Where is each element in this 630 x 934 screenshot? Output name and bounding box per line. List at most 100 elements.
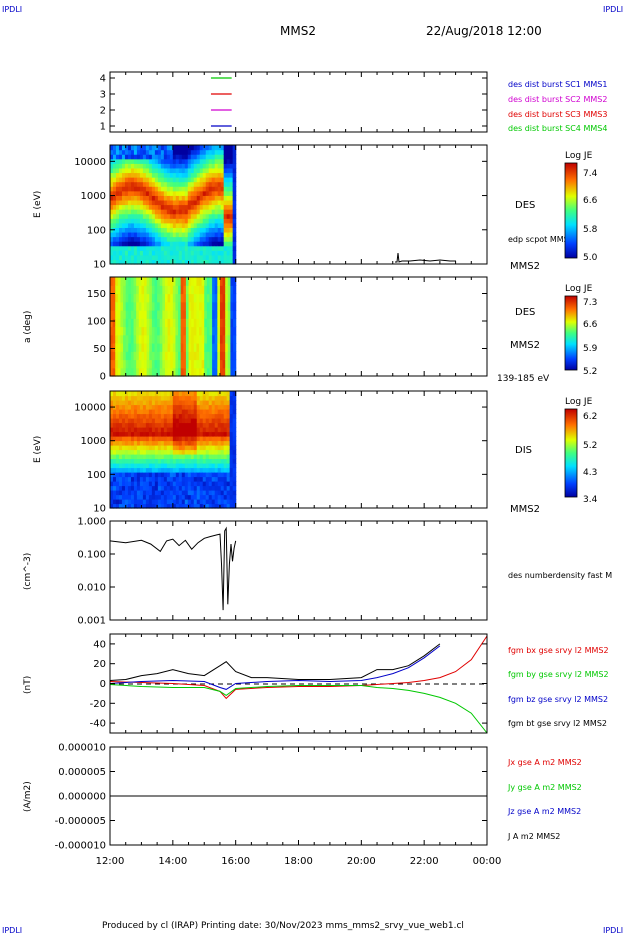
spectrogram-cell bbox=[229, 445, 234, 451]
spectrogram-cell bbox=[172, 413, 177, 419]
spectrogram-cell bbox=[124, 209, 129, 215]
spectrogram-cell bbox=[172, 485, 177, 491]
spectrogram-cell bbox=[121, 245, 126, 251]
spectrogram-cell bbox=[133, 241, 138, 247]
spectrogram-cell bbox=[127, 222, 132, 228]
spectrogram-cell bbox=[115, 395, 120, 401]
spectrogram-cell bbox=[148, 172, 153, 178]
spectrogram-cell bbox=[178, 190, 183, 196]
spectrogram-cell bbox=[172, 440, 177, 446]
spectrogram-cell bbox=[151, 195, 156, 201]
spectrogram-cell bbox=[127, 209, 132, 215]
spectrogram-cell bbox=[205, 177, 210, 183]
spectrogram-cell bbox=[217, 427, 222, 433]
spectrogram-cell bbox=[222, 334, 226, 344]
legend-density: des numberdensity fast M bbox=[508, 571, 612, 580]
spectrogram-cell bbox=[214, 277, 218, 286]
spectrogram-cell bbox=[226, 467, 231, 473]
spectrogram-cell bbox=[206, 301, 211, 311]
spectrogram-cell bbox=[142, 177, 147, 183]
spectrogram-cell bbox=[199, 436, 204, 442]
spectrogram-cell bbox=[212, 277, 216, 286]
spectrogram-cell bbox=[133, 367, 137, 377]
spectrogram-cell bbox=[127, 494, 132, 500]
colorbar-title: Log JE bbox=[565, 397, 593, 407]
spectrogram-cell bbox=[217, 227, 222, 233]
spectrogram-cell bbox=[208, 167, 213, 174]
spectrogram-cell bbox=[124, 259, 129, 265]
spectrogram-cell bbox=[169, 250, 174, 256]
spectrogram-cell bbox=[127, 154, 132, 160]
spectrogram-cell bbox=[130, 177, 135, 183]
y-tick-label: 10 bbox=[93, 504, 106, 515]
spectrogram-cell bbox=[163, 449, 168, 455]
spectrogram-cell bbox=[157, 449, 162, 455]
spectrogram-cell bbox=[127, 149, 132, 155]
spectrogram-cell bbox=[167, 285, 171, 295]
spectrogram-cell bbox=[121, 254, 126, 261]
spectrogram-cell bbox=[142, 427, 147, 433]
spectrogram-cell bbox=[110, 326, 114, 336]
spectrogram-cell bbox=[124, 245, 129, 251]
spectrogram-cell bbox=[127, 199, 132, 206]
spectrogram-cell bbox=[178, 195, 183, 201]
spectrogram-cell bbox=[205, 254, 210, 261]
spectrogram-cell bbox=[112, 351, 116, 361]
spectrogram-cell bbox=[110, 367, 114, 377]
spectrogram-cell bbox=[145, 190, 150, 196]
spectrogram-cell bbox=[217, 213, 222, 219]
spectrogram-cell bbox=[123, 318, 127, 328]
spectrogram-cell bbox=[115, 427, 120, 433]
spectrogram-cell bbox=[151, 367, 156, 377]
spectrogram-cell bbox=[110, 359, 114, 369]
spectrogram-cell bbox=[190, 145, 195, 151]
spectrogram-cell bbox=[211, 149, 216, 155]
spectrogram-cell bbox=[160, 404, 165, 410]
spectrogram-cell bbox=[185, 359, 190, 369]
spectrogram-cell bbox=[166, 467, 171, 473]
spectrogram-cell bbox=[118, 395, 123, 401]
spectrogram-cell bbox=[115, 334, 119, 344]
spectrogram-cell bbox=[175, 293, 179, 303]
spectrogram-cell bbox=[185, 334, 190, 344]
spectrogram-cell bbox=[199, 499, 204, 505]
spectrogram-cell bbox=[232, 181, 237, 187]
spectrogram-cell bbox=[184, 476, 189, 482]
spectrogram-cell bbox=[196, 254, 201, 261]
spectrogram-cell bbox=[169, 404, 174, 410]
spectrogram-cell bbox=[169, 391, 174, 397]
spectrogram-cell bbox=[146, 359, 150, 369]
spectrogram-cell bbox=[232, 413, 237, 419]
spectrogram-cell bbox=[136, 404, 141, 410]
spectrogram-cell bbox=[130, 418, 135, 424]
spectrogram-cell bbox=[175, 422, 180, 428]
spectrogram-cell bbox=[199, 422, 204, 428]
spectrogram-cell bbox=[138, 310, 143, 319]
spectrogram-cell bbox=[151, 154, 156, 160]
spectrogram-cell bbox=[196, 409, 201, 415]
spectrogram-cell bbox=[157, 326, 161, 336]
spectrogram-cell bbox=[124, 204, 129, 210]
spectrogram-cell bbox=[151, 400, 156, 406]
spectrogram-cell bbox=[233, 301, 237, 311]
spectrogram-cell bbox=[127, 227, 132, 233]
spectrogram-cell bbox=[184, 454, 189, 460]
spectrogram-cell bbox=[133, 436, 138, 442]
spectrogram-cell bbox=[136, 199, 141, 206]
spectrogram-cell bbox=[184, 404, 189, 410]
spectrogram-cell bbox=[178, 222, 183, 228]
spectrogram-cell bbox=[136, 395, 141, 401]
spectrogram-cell bbox=[125, 359, 129, 369]
spectrogram-cell bbox=[115, 231, 120, 238]
spectrogram-cell bbox=[127, 167, 132, 174]
spectrogram-cell bbox=[184, 259, 189, 265]
spectrogram-cell bbox=[117, 293, 122, 303]
spectrogram-cell bbox=[157, 158, 162, 164]
spectrogram-cell bbox=[190, 494, 195, 500]
spectrogram-cell bbox=[187, 231, 192, 238]
spectrogram-cell bbox=[120, 359, 124, 369]
spectrogram-cell bbox=[112, 431, 117, 437]
spectrogram-cell bbox=[136, 503, 141, 509]
y-tick-label: 100 bbox=[87, 470, 106, 481]
spectrogram-cell bbox=[159, 326, 163, 336]
